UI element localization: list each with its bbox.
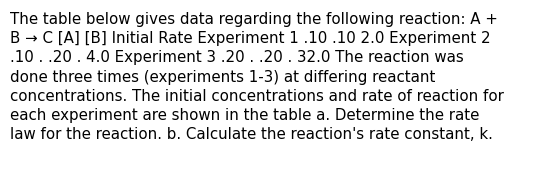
Text: The table below gives data regarding the following reaction: A +
B → C [A] [B] I: The table below gives data regarding the… [10, 12, 504, 142]
